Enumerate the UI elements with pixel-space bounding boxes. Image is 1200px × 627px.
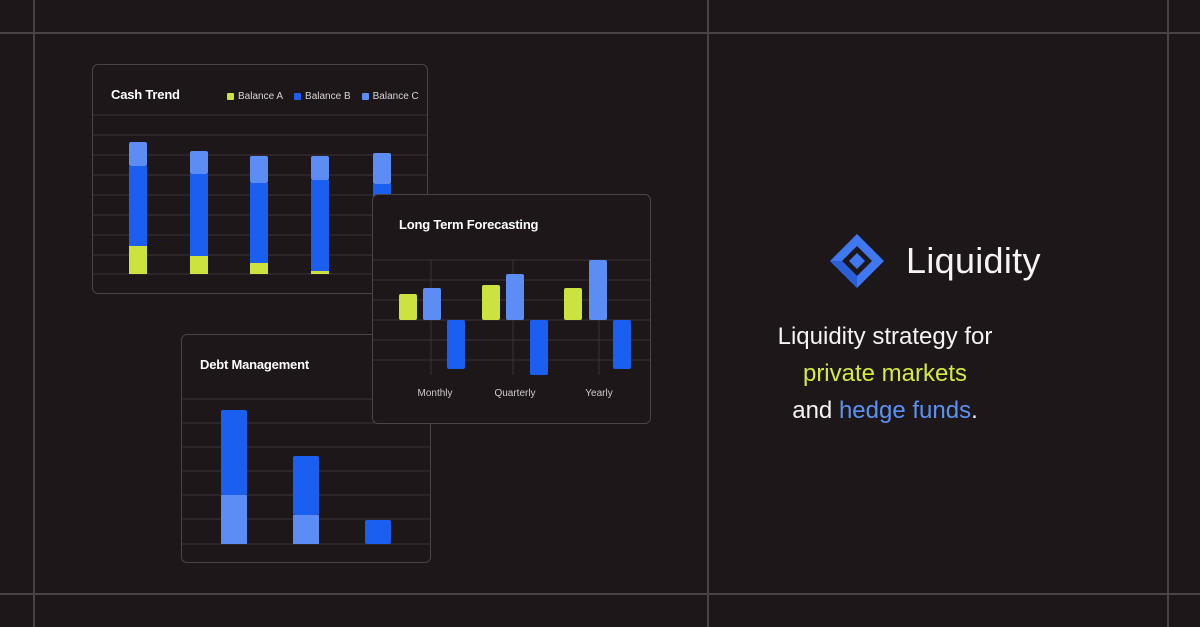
long-term-bar-balance-b-monthly: [447, 320, 465, 369]
long-term-bar-balance-a-yearly: [564, 288, 582, 320]
debt-bar-lower-1: [221, 495, 247, 544]
legend-swatch-balance-a: [227, 93, 234, 100]
long-term-bar-balance-b-yearly: [613, 320, 631, 369]
cash-trend-bar-balance-a-2: [190, 256, 208, 274]
cash-trend-bar-balance-c-1: [129, 142, 147, 166]
cash-trend-bar-balance-b-1: [129, 166, 147, 246]
long-term-bar-balance-a-quarterly: [482, 285, 500, 320]
x-tick-monthly: Monthly: [417, 388, 453, 399]
legend-item-balance-c: Balance C: [361, 91, 419, 102]
long-term-forecasting-title: Long Term Forecasting: [399, 217, 539, 232]
long-term-forecasting-card: Long Term Forecasting Monthly Quarterly …: [372, 194, 651, 424]
legend-label-balance-a: Balance A: [238, 91, 284, 102]
debt-management-chart: [182, 398, 430, 545]
cash-trend-title: Cash Trend: [111, 87, 180, 102]
legend-item-balance-b: Balance B: [294, 91, 351, 102]
cash-trend-card: Cash Trend Balance A Balance B Balance C: [92, 64, 428, 294]
cash-trend-bar-balance-b-2: [190, 174, 208, 256]
cash-trend-chart: [93, 114, 427, 275]
debt-management-title: Debt Management: [200, 357, 309, 372]
diamond-logo-icon: [830, 234, 884, 288]
cash-trend-legend: Balance A Balance B Balance C: [227, 91, 419, 102]
legend-label-balance-c: Balance C: [372, 91, 419, 102]
tagline-line-3-prefix: and: [792, 397, 839, 424]
debt-bar-upper-1: [221, 410, 247, 495]
cash-trend-bar-balance-a-4: [311, 271, 329, 274]
debt-bar-upper-3: [365, 520, 391, 544]
frame-line-bottom: [0, 593, 1200, 595]
legend-label-balance-b: Balance B: [305, 91, 351, 102]
cash-trend-bar-balance-c-4: [311, 156, 329, 180]
long-term-bar-balance-a-monthly: [399, 294, 417, 320]
tagline-highlight-private-markets: private markets: [802, 360, 968, 387]
tagline-line-3: and hedge funds.: [735, 392, 1035, 429]
long-term-bar-balance-c-monthly: [423, 288, 441, 320]
cash-trend-bar-balance-a-3: [250, 263, 268, 274]
x-tick-quarterly: Quarterly: [494, 388, 536, 399]
frame-line-right: [1167, 0, 1169, 627]
long-term-forecasting-chart: [373, 259, 650, 375]
cash-trend-bar-balance-b-4: [311, 180, 329, 271]
brand-name: Liquidity: [906, 240, 1041, 281]
cash-trend-bar-balance-c-5: [373, 153, 391, 184]
legend-swatch-balance-b: [294, 93, 302, 100]
long-term-bar-balance-c-yearly: [589, 260, 607, 320]
long-term-bar-balance-c-quarterly: [506, 274, 524, 320]
debt-bar-upper-2: [293, 456, 319, 515]
legend-item-balance-a: Balance A: [227, 91, 283, 102]
cash-trend-bar-balance-b-3: [250, 183, 268, 263]
cash-trend-bar-balance-a-1: [129, 246, 147, 274]
tagline-line-1: Liquidity strategy for: [777, 323, 993, 350]
tagline-highlight-hedge-funds: hedge funds: [838, 397, 972, 424]
debt-bar-lower-2: [293, 515, 319, 544]
cash-trend-bar-balance-c-3: [250, 156, 268, 183]
x-tick-yearly: Yearly: [585, 388, 613, 399]
brand: Liquidity: [828, 232, 1041, 290]
frame-line-middle: [707, 0, 709, 627]
legend-swatch-balance-c: [361, 93, 369, 100]
frame-line-left: [33, 0, 35, 627]
cash-trend-bar-balance-c-2: [190, 151, 208, 174]
frame-line-top: [0, 32, 1200, 34]
tagline-line-3-suffix: .: [971, 397, 978, 424]
long-term-bar-balance-b-quarterly: [530, 320, 548, 375]
tagline: Liquidity strategy for private markets a…: [735, 318, 1035, 429]
